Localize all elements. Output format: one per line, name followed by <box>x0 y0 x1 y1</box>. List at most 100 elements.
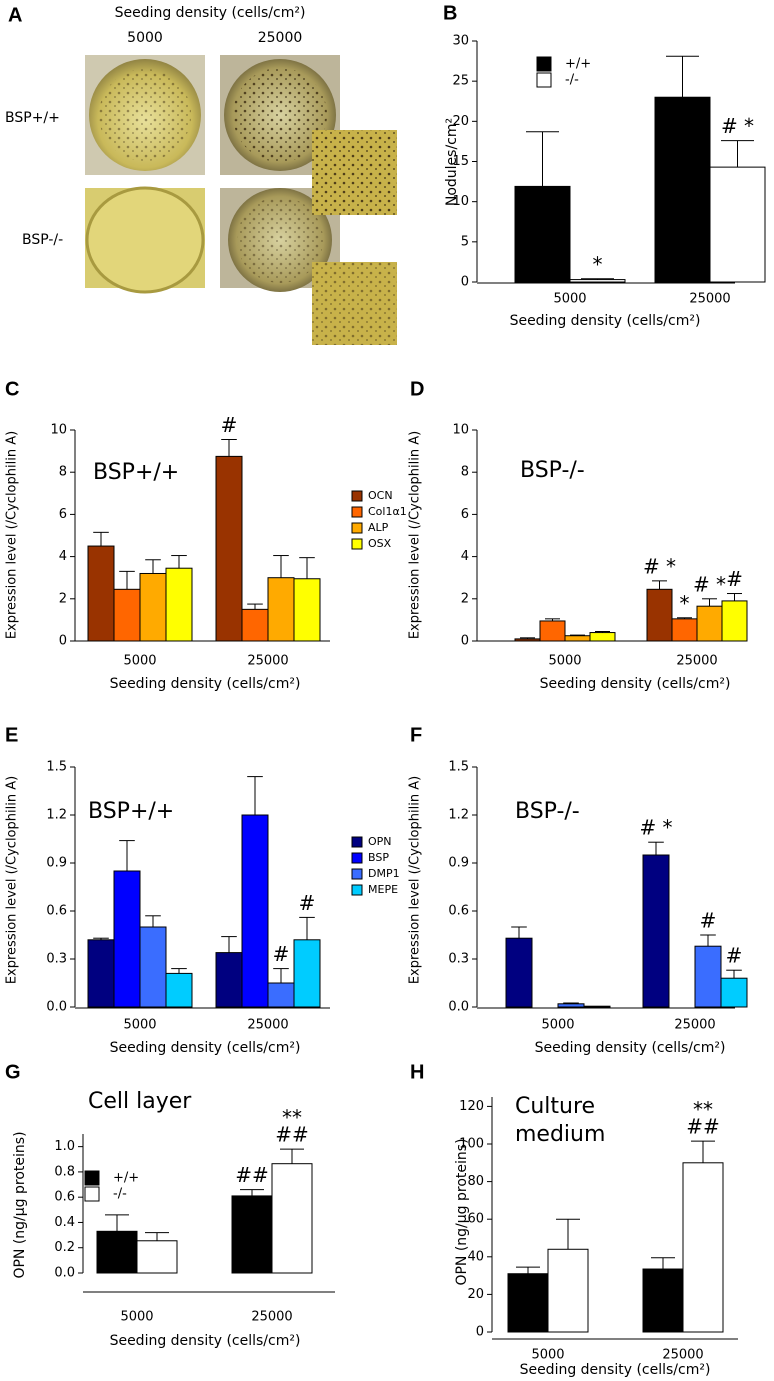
inset-label: Cell layer <box>88 1089 192 1114</box>
significance-marker: * <box>680 591 690 615</box>
x-tick-label: 25000 <box>674 1018 715 1033</box>
bar <box>113 588 141 642</box>
y-tick-label: 0.9 <box>448 856 469 871</box>
y-tick-label: 4 <box>461 549 469 564</box>
significance-marker: # <box>726 944 743 968</box>
y-tick-label: 0.2 <box>54 1240 75 1255</box>
x-tick-label: 5000 <box>120 1310 153 1325</box>
y-tick-label: 80 <box>467 1174 484 1189</box>
legend-swatch <box>536 72 552 88</box>
bar <box>709 166 766 283</box>
bar <box>136 1240 178 1274</box>
row-label: BSP-/- <box>22 232 63 248</box>
panel-letter: G <box>5 1061 21 1083</box>
x-tick-label: 5000 <box>541 1018 574 1033</box>
legend-swatch <box>351 522 363 534</box>
panel-letter: H <box>410 1061 424 1083</box>
panel-letter: A <box>8 4 22 26</box>
legend-label: OPN <box>368 835 392 848</box>
significance-marker: ** <box>282 1106 302 1130</box>
significance-marker: # * <box>693 572 726 596</box>
legend-swatch <box>351 852 363 864</box>
legend-label: +/+ <box>113 1171 139 1186</box>
y-axis-title: OPN (ng/µg proteins) <box>454 1138 470 1285</box>
legend-label: Col1α1 <box>368 505 407 518</box>
bar <box>293 939 321 1008</box>
column-label: 5000 <box>127 30 163 46</box>
panel-letter: C <box>5 378 19 400</box>
bar <box>514 185 571 283</box>
legend-swatch <box>351 506 363 518</box>
nodules <box>312 262 397 345</box>
significance-marker: # <box>221 413 238 437</box>
bar <box>696 605 723 642</box>
significance-marker: # * <box>639 816 672 840</box>
bar <box>547 1248 589 1333</box>
bar <box>671 618 698 642</box>
panel-letter: D <box>410 378 424 400</box>
bar <box>271 1163 313 1274</box>
y-tick-label: 10 <box>452 194 469 209</box>
significance-marker: ## <box>235 1163 269 1187</box>
y-tick-label: 20 <box>467 1287 484 1302</box>
y-axis-title: Expression level (/Cyclophilin A) <box>408 431 423 639</box>
y-tick-label: 8 <box>461 465 469 480</box>
bar <box>87 939 115 1008</box>
y-tick-label: 0.0 <box>448 1000 469 1015</box>
y-axis-title: Expression level (/Cyclophilin A) <box>5 431 20 639</box>
y-tick-label: 100 <box>459 1137 484 1152</box>
y-tick-label: 0.3 <box>46 952 67 967</box>
bar <box>165 567 193 642</box>
significance-marker: * <box>593 252 603 276</box>
nodules <box>237 197 323 283</box>
bar <box>682 1162 724 1333</box>
y-tick-label: 0 <box>461 275 469 290</box>
legend-swatch <box>84 1186 100 1202</box>
bar <box>583 1005 611 1008</box>
bar <box>505 937 533 1008</box>
bar <box>241 814 269 1008</box>
y-tick-label: 4 <box>59 549 67 564</box>
significance-marker: # * <box>643 554 676 578</box>
y-tick-label: 1.2 <box>46 808 67 823</box>
significance-marker: # <box>273 942 290 966</box>
row-label: BSP+/+ <box>5 110 60 126</box>
legend-swatch <box>351 490 363 502</box>
bar <box>694 945 722 1008</box>
significance-marker: # <box>726 567 743 591</box>
bar <box>139 572 167 642</box>
legend-label: OSX <box>368 537 392 550</box>
y-tick-label: 1.0 <box>54 1139 75 1154</box>
x-tick-label: 25000 <box>247 1018 288 1033</box>
y-tick-label: 1.5 <box>46 760 67 775</box>
significance-marker: ** <box>693 1098 713 1122</box>
bar <box>87 545 115 642</box>
bar <box>721 600 748 642</box>
y-tick-label: 10 <box>452 423 469 438</box>
x-tick-label: 5000 <box>531 1348 564 1363</box>
bar <box>557 1003 585 1008</box>
bar <box>293 578 321 642</box>
x-tick-label: 5000 <box>123 654 156 669</box>
legend-label: OCN <box>368 489 393 502</box>
x-tick-label: 25000 <box>247 654 288 669</box>
y-tick-label: 1.5 <box>448 760 469 775</box>
inset-label: BSP+/+ <box>93 460 179 485</box>
bar <box>215 455 243 642</box>
x-tick-label: 25000 <box>689 292 730 307</box>
x-axis-title: Seeding density (cells/cm²) <box>535 1040 726 1056</box>
panel-letter: F <box>410 724 422 746</box>
bar <box>165 972 193 1008</box>
y-tick-label: 0.4 <box>54 1215 75 1230</box>
y-tick-label: 5 <box>461 234 469 249</box>
y-tick-label: 8 <box>59 465 67 480</box>
x-tick-label: 25000 <box>251 1310 292 1325</box>
y-tick-label: 120 <box>459 1099 484 1114</box>
y-axis-title: OPN (ng/µg proteins) <box>12 1131 28 1278</box>
y-tick-label: 0.6 <box>46 904 67 919</box>
column-label: 25000 <box>258 30 303 46</box>
bar <box>646 588 673 642</box>
bar <box>589 632 616 642</box>
y-tick-label: 60 <box>467 1212 484 1227</box>
x-axis-title: Seeding density (cells/cm²) <box>520 1362 711 1378</box>
